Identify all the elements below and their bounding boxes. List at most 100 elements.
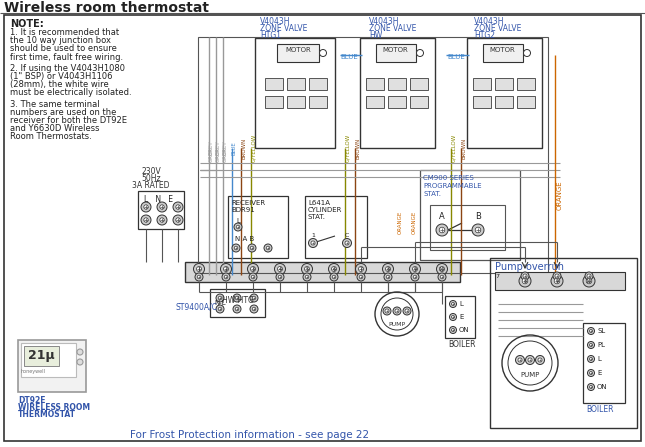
Circle shape (436, 224, 448, 236)
Text: receiver for both the DT92E: receiver for both the DT92E (10, 116, 127, 125)
Text: SL: SL (597, 328, 605, 334)
Text: WIRELESS ROOM: WIRELESS ROOM (18, 403, 90, 412)
Text: C: C (345, 233, 349, 238)
Text: Wireless room thermostat: Wireless room thermostat (4, 1, 209, 15)
Bar (366, 78, 384, 90)
Circle shape (386, 275, 390, 279)
Text: PUMP: PUMP (388, 322, 406, 327)
Text: ZONE VALVE: ZONE VALVE (474, 24, 521, 33)
Circle shape (583, 275, 595, 287)
Circle shape (590, 329, 593, 333)
Text: 9: 9 (413, 267, 417, 272)
Circle shape (232, 244, 240, 252)
Circle shape (585, 272, 593, 280)
Circle shape (523, 274, 527, 278)
Bar (445, 296, 475, 338)
Circle shape (233, 305, 241, 313)
Text: BLUE: BLUE (232, 141, 237, 155)
Circle shape (308, 239, 317, 248)
Text: BROWN: BROWN (355, 137, 360, 159)
Bar (495, 96, 513, 108)
Circle shape (197, 275, 201, 279)
Circle shape (277, 266, 283, 271)
Text: 2: 2 (224, 267, 228, 272)
Circle shape (173, 202, 183, 212)
Text: 7: 7 (359, 267, 362, 272)
Circle shape (157, 215, 167, 225)
Circle shape (522, 278, 528, 284)
Circle shape (160, 218, 164, 222)
Bar (228, 196, 288, 258)
Text: STAT.: STAT. (423, 191, 441, 197)
Text: BOILER: BOILER (448, 340, 475, 349)
Circle shape (519, 275, 531, 287)
Circle shape (141, 215, 151, 225)
Circle shape (77, 359, 83, 365)
Text: THERMOSTAT: THERMOSTAT (18, 410, 76, 419)
Bar (309, 96, 327, 108)
Circle shape (330, 273, 338, 281)
Circle shape (590, 385, 593, 388)
Circle shape (588, 342, 595, 349)
Text: ON: ON (459, 327, 470, 333)
Text: HTG1: HTG1 (260, 31, 281, 40)
Bar (287, 96, 305, 108)
Bar (185, 262, 460, 282)
Text: NOTE:: NOTE: (10, 19, 44, 29)
Text: BROWN: BROWN (241, 137, 246, 159)
Circle shape (332, 266, 337, 271)
Text: 2. If using the V4043H1080: 2. If using the V4043H1080 (10, 64, 125, 73)
Text: Room Thermostats.: Room Thermostats. (10, 132, 92, 141)
Circle shape (77, 349, 83, 355)
Circle shape (438, 273, 446, 281)
Text: (1" BSP) or V4043H1106: (1" BSP) or V4043H1106 (10, 72, 112, 81)
Circle shape (524, 50, 530, 56)
Text: 1: 1 (197, 267, 201, 272)
Text: V4043H: V4043H (474, 17, 504, 26)
Bar (410, 96, 428, 108)
Text: BDR91: BDR91 (231, 207, 255, 213)
Bar (376, 44, 416, 62)
Text: PROGRAMMABLE: PROGRAMMABLE (423, 183, 482, 189)
Circle shape (413, 266, 417, 271)
Circle shape (528, 358, 532, 362)
Circle shape (249, 273, 257, 281)
Circle shape (475, 227, 481, 233)
Circle shape (403, 307, 411, 315)
Circle shape (264, 244, 272, 252)
Text: B: B (475, 212, 481, 221)
Circle shape (250, 294, 258, 302)
Circle shape (588, 355, 595, 363)
Text: BLUE: BLUE (447, 54, 465, 60)
Text: 7: 7 (495, 274, 499, 279)
Circle shape (518, 358, 522, 362)
Text: N A B: N A B (235, 236, 254, 242)
Text: ON: ON (597, 384, 608, 390)
Text: GREY: GREY (223, 148, 228, 162)
Text: 21µ: 21µ (28, 349, 55, 362)
Circle shape (342, 239, 352, 248)
Bar (309, 78, 327, 90)
Text: E: E (597, 370, 601, 376)
Circle shape (141, 202, 151, 212)
Circle shape (437, 263, 448, 274)
Circle shape (319, 50, 326, 56)
Circle shape (553, 272, 561, 280)
Bar (24, 346, 59, 366)
Circle shape (451, 329, 455, 332)
Text: 3: 3 (252, 267, 255, 272)
Text: GREY: GREY (209, 141, 214, 155)
Bar (138, 191, 184, 229)
Circle shape (588, 384, 595, 391)
Bar (366, 96, 384, 108)
Circle shape (383, 307, 391, 315)
Circle shape (144, 218, 148, 222)
Circle shape (535, 355, 544, 364)
Circle shape (588, 370, 595, 376)
Text: honeywell: honeywell (21, 369, 45, 374)
Text: GREY: GREY (216, 141, 221, 155)
Circle shape (266, 246, 270, 250)
Circle shape (393, 307, 401, 315)
Circle shape (303, 273, 311, 281)
Circle shape (195, 273, 203, 281)
